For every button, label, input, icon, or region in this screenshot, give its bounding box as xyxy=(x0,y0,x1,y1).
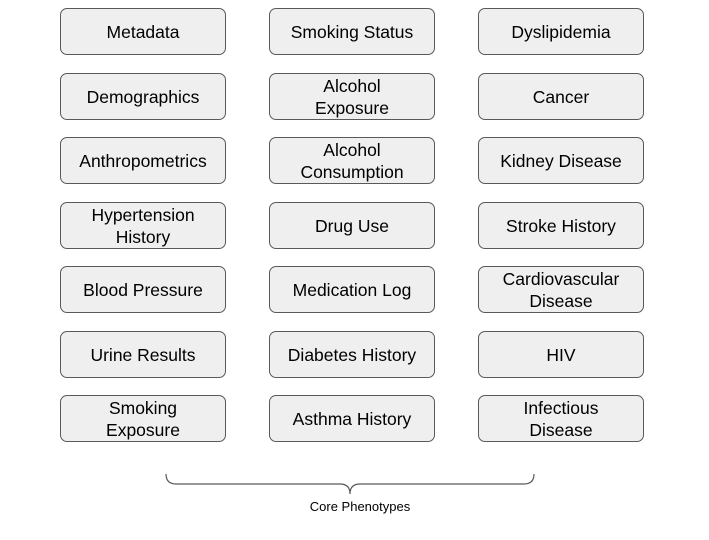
box-label: Kidney Disease xyxy=(500,150,622,171)
box-label: Hypertension History xyxy=(91,204,195,247)
box-hypertension-history: Hypertension History xyxy=(60,202,226,249)
box-label: Medication Log xyxy=(292,279,412,300)
box-drug-use: Drug Use xyxy=(269,202,435,249)
box-alcohol-consumption: Alcohol Consumption xyxy=(269,137,435,184)
box-diabetes-history: Diabetes History xyxy=(269,331,435,378)
box-label: Asthma History xyxy=(292,408,412,429)
box-alcohol-exposure: Alcohol Exposure xyxy=(269,73,435,120)
box-blood-pressure: Blood Pressure xyxy=(60,266,226,313)
box-medication-log: Medication Log xyxy=(269,266,435,313)
box-label: Cancer xyxy=(532,86,590,107)
box-metadata: Metadata xyxy=(60,8,226,55)
box-label: Alcohol Exposure xyxy=(315,75,389,118)
caption-core-phenotypes: Core Phenotypes xyxy=(309,499,411,514)
box-label: Dyslipidemia xyxy=(511,21,611,42)
box-label: Alcohol Consumption xyxy=(300,139,404,182)
box-label: Smoking Status xyxy=(290,21,414,42)
box-cancer: Cancer xyxy=(478,73,644,120)
box-urine-results: Urine Results xyxy=(60,331,226,378)
brace-path xyxy=(165,473,535,495)
box-label: Infectious Disease xyxy=(523,397,599,440)
box-asthma-history: Asthma History xyxy=(269,395,435,442)
box-label: Stroke History xyxy=(506,215,616,236)
box-kidney-disease: Kidney Disease xyxy=(478,137,644,184)
box-label: Drug Use xyxy=(315,215,389,236)
box-cardiovascular-disease: Cardiovascular Disease xyxy=(478,266,644,313)
box-label: HIV xyxy=(546,344,576,365)
box-stroke-history: Stroke History xyxy=(478,202,644,249)
box-label: Demographics xyxy=(86,86,200,107)
box-label: Cardiovascular Disease xyxy=(502,268,620,311)
box-label: Diabetes History xyxy=(287,344,417,365)
box-anthropometrics: Anthropometrics xyxy=(60,137,226,184)
box-label: Blood Pressure xyxy=(83,279,203,300)
box-label: Metadata xyxy=(106,21,180,42)
box-smoking-exposure: Smoking Exposure xyxy=(60,395,226,442)
box-label: Urine Results xyxy=(90,344,196,365)
box-demographics: Demographics xyxy=(60,73,226,120)
box-label: Anthropometrics xyxy=(79,150,207,171)
box-hiv: HIV xyxy=(478,331,644,378)
box-smoking-status: Smoking Status xyxy=(269,8,435,55)
box-dyslipidemia: Dyslipidemia xyxy=(478,8,644,55)
box-label: Smoking Exposure xyxy=(106,397,180,440)
box-infectious-disease: Infectious Disease xyxy=(478,395,644,442)
